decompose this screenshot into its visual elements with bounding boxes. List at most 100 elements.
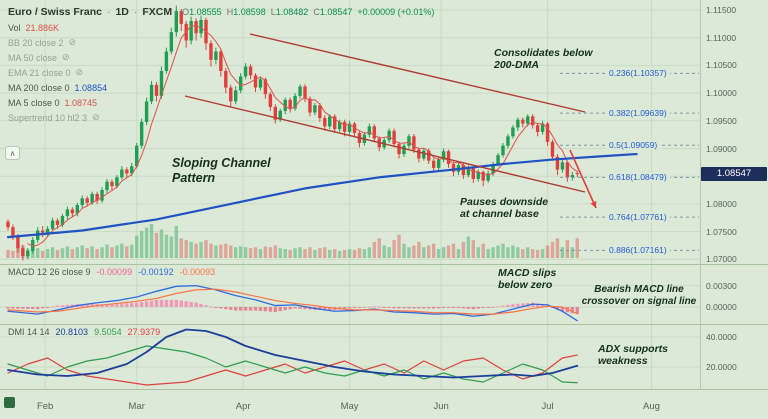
current-price-label: 1.08547 — [701, 166, 767, 181]
volume-row[interactable]: Vol 21.886K — [8, 20, 434, 35]
chart-annotation[interactable]: Pauses downside at channel base — [460, 196, 548, 221]
candle-body — [303, 86, 307, 99]
macd-histogram-bar — [21, 307, 25, 309]
channel-trendline[interactable] — [249, 33, 586, 113]
chart-annotation[interactable]: Bearish MACD line crossover on signal lin… — [576, 284, 702, 308]
fib-level-label[interactable]: 0.886(1.07161) — [606, 245, 670, 256]
visibility-off-icon[interactable]: ⊘ — [62, 52, 70, 62]
dmi-legend-row[interactable]: DMI 14 14 20.8103 9.5054 27.9379 — [8, 327, 160, 337]
volume-bar — [50, 247, 55, 258]
candle-body — [90, 193, 94, 203]
candle-body — [491, 164, 495, 174]
candle-body — [6, 221, 10, 228]
indicator-label: Supertrend 10 hl2 3 — [8, 112, 88, 123]
candle-body — [422, 150, 426, 159]
macd-histogram-bar — [36, 307, 40, 310]
macd-histogram-bar — [209, 306, 213, 308]
volume-bar — [417, 241, 421, 258]
macd-legend-row[interactable]: MACD 12 26 close 9 -0.00099 -0.00192 -0.… — [8, 267, 215, 277]
month-label-apr[interactable]: Apr — [235, 401, 251, 412]
macd-histogram-bar — [342, 307, 347, 309]
minus-di-line[interactable] — [7, 354, 578, 386]
adx-line[interactable] — [7, 328, 579, 379]
macd-histogram-bar — [85, 304, 89, 307]
macd-histogram-bar — [263, 307, 268, 312]
fib-level-label[interactable]: 0.764(1.07761) — [606, 212, 670, 223]
price-tick-label: 1.09500 — [706, 115, 737, 126]
candle-body — [337, 121, 342, 130]
macd-title: MACD 12 26 close 9 — [8, 267, 91, 277]
month-label-jun[interactable]: Jun — [433, 401, 449, 412]
price-axis[interactable]: 1.11500 1.11000 1.10500 1.10000 1.09500 1.090… — [701, 0, 768, 390]
fib-level-label[interactable]: 0.382(1.09639) — [606, 108, 670, 119]
month-label-feb[interactable]: Feb — [36, 401, 54, 412]
fib-level-label[interactable]: 0.236(1.10357) — [606, 68, 670, 79]
volume-bar — [179, 238, 183, 258]
fib-level-label[interactable]: 0.5(1.09059) — [606, 140, 661, 151]
macd-histogram-bar — [328, 307, 332, 310]
candle-body — [149, 84, 154, 102]
macd-histogram-bar — [575, 307, 579, 315]
candle-body — [342, 121, 347, 132]
fib-level-label[interactable]: 0.618(1.08479) — [606, 172, 670, 183]
separator-dot: · — [133, 5, 138, 18]
indicator-rows: BB 20 close 2 ⊘ MA 50 close ⊘ EMA 21 close 0… — [8, 35, 434, 125]
month-label-jul[interactable]: Jul — [541, 401, 554, 412]
annotation-line: crossover on signal line — [581, 295, 697, 307]
macd-histogram-bar — [105, 304, 109, 307]
macd-histogram-bar — [392, 307, 396, 309]
ma200-line[interactable] — [6, 152, 638, 239]
candle-body — [471, 167, 475, 179]
indicator-row[interactable]: MA 5 close 0 1.08745 — [8, 95, 434, 110]
indicator-value: 1.08854 — [74, 82, 108, 93]
volume-bar — [283, 249, 287, 258]
symbol-name[interactable]: Euro / Swiss Franc — [8, 5, 102, 18]
chart-canvas[interactable] — [0, 0, 768, 390]
down-arrow[interactable] — [569, 149, 597, 209]
candle-body — [110, 181, 114, 187]
volume-bar — [491, 247, 495, 258]
collapse-panel-button[interactable]: ∧ — [5, 146, 20, 160]
macd-histogram-bar — [253, 307, 258, 311]
candle-body — [293, 95, 297, 109]
volume-bar — [496, 245, 500, 258]
volume-bar — [471, 240, 475, 258]
macd-tick-label: 0.00000 — [706, 302, 737, 312]
indicator-row[interactable]: Supertrend 10 hl2 3 ⊘ — [8, 110, 434, 125]
indicator-label: BB 20 close 2 — [8, 37, 64, 48]
ma5-line[interactable] — [27, 25, 578, 247]
macd-histogram-bar — [219, 307, 223, 309]
indicator-row[interactable]: BB 20 close 2 ⊘ — [8, 35, 434, 50]
month-label-mar[interactable]: Mar — [128, 401, 145, 412]
volume-bar — [263, 246, 268, 258]
candle-body — [402, 145, 406, 155]
chart-annotation[interactable]: MACD slips below zero — [498, 267, 556, 292]
channel-trendline[interactable] — [184, 95, 586, 193]
volume-bar — [268, 247, 273, 258]
candle-body — [16, 236, 20, 249]
visibility-off-icon[interactable]: ⊘ — [92, 112, 100, 122]
visibility-off-icon[interactable]: ⊘ — [75, 67, 84, 77]
bottom-left-button[interactable] — [4, 397, 15, 408]
indicator-row[interactable]: MA 50 close ⊘ — [8, 50, 434, 65]
exchange-name[interactable]: FXCM — [142, 5, 173, 18]
change-value: +0.00009 (+0.01%) — [357, 6, 435, 17]
month-label-may[interactable]: May — [340, 401, 359, 412]
volume-bar — [149, 224, 154, 258]
macd-signal-line[interactable] — [7, 288, 578, 315]
chart-annotation[interactable]: Consolidates below 200-DMA — [494, 47, 593, 72]
time-axis[interactable]: Feb Mar Apr May Jun Jul Aug — [0, 390, 768, 419]
month-label-aug[interactable]: Aug — [643, 401, 660, 412]
candle-body — [105, 181, 109, 191]
indicator-row[interactable]: EMA 21 close 0 ⊘ — [8, 65, 434, 80]
volume-bar — [36, 248, 40, 258]
macd-histogram-bar — [496, 306, 500, 308]
visibility-off-icon[interactable]: ⊘ — [68, 37, 77, 47]
volume-bar — [174, 225, 178, 258]
macd-histogram-bar — [407, 307, 411, 309]
chart-annotation[interactable]: ADX supports weakness — [598, 343, 668, 368]
timeframe[interactable]: 1D — [115, 5, 129, 18]
chart-annotation[interactable]: Sloping Channel Pattern — [172, 156, 271, 186]
indicator-row[interactable]: MA 200 close 0 1.08854 — [8, 80, 434, 95]
plus-di-line[interactable] — [7, 345, 578, 384]
